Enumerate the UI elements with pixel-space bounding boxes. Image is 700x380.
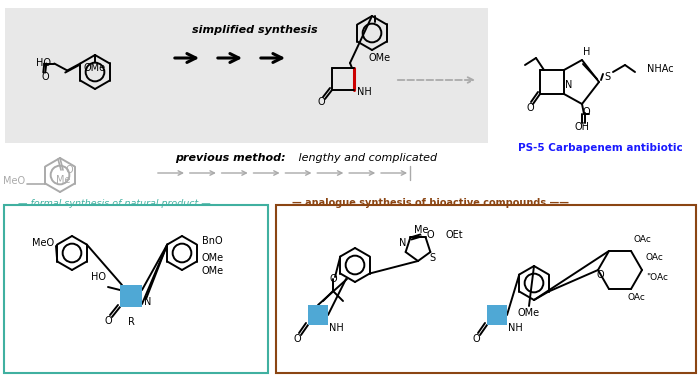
Text: S: S: [604, 72, 610, 82]
Text: OMe: OMe: [84, 63, 106, 73]
Text: Me: Me: [56, 175, 70, 185]
Text: S: S: [429, 253, 435, 263]
Text: O: O: [596, 270, 604, 280]
Text: OH: OH: [575, 122, 589, 132]
Text: O: O: [526, 103, 534, 113]
Text: MeO: MeO: [4, 176, 25, 185]
Text: — analogue synthesis of bioactive compounds ——: — analogue synthesis of bioactive compou…: [292, 198, 569, 208]
Text: O: O: [317, 97, 325, 107]
Text: lengthy and complicated: lengthy and complicated: [295, 153, 437, 163]
Polygon shape: [120, 285, 142, 307]
Text: H: H: [583, 47, 591, 57]
Text: OMe: OMe: [202, 253, 224, 263]
Text: O: O: [65, 165, 73, 175]
Polygon shape: [308, 305, 328, 325]
Text: NHAc: NHAc: [647, 64, 673, 74]
Text: O: O: [329, 274, 337, 284]
Text: OMe: OMe: [369, 53, 391, 63]
Text: O: O: [426, 231, 434, 241]
Text: BnO: BnO: [202, 236, 223, 246]
Polygon shape: [487, 305, 507, 325]
Text: "OAc: "OAc: [646, 274, 668, 282]
Text: HO: HO: [36, 59, 51, 68]
Text: simplified synthesis: simplified synthesis: [193, 25, 318, 35]
Text: previous method:: previous method:: [175, 153, 286, 163]
Text: O: O: [104, 316, 112, 326]
Text: NH: NH: [508, 323, 522, 333]
Text: OAc: OAc: [628, 293, 646, 302]
Text: OAc: OAc: [646, 253, 664, 263]
FancyBboxPatch shape: [5, 8, 488, 143]
Text: NH: NH: [356, 87, 372, 97]
FancyBboxPatch shape: [4, 205, 268, 373]
Text: N: N: [566, 80, 573, 90]
Text: O: O: [473, 334, 480, 344]
Text: Me: Me: [414, 225, 428, 235]
Text: NH: NH: [328, 323, 344, 333]
Text: OAc: OAc: [634, 236, 652, 244]
Text: HO: HO: [91, 272, 106, 282]
Text: PS-5 Carbapenem antibiotic: PS-5 Carbapenem antibiotic: [517, 143, 682, 153]
Text: — formal synthesis of natural product —: — formal synthesis of natural product —: [18, 198, 211, 207]
Text: MeO: MeO: [32, 238, 54, 248]
Text: OMe: OMe: [518, 308, 540, 318]
Text: O: O: [41, 71, 49, 81]
Text: N: N: [144, 297, 152, 307]
FancyBboxPatch shape: [276, 205, 696, 373]
Text: O: O: [582, 107, 590, 117]
Text: N: N: [399, 238, 407, 248]
Text: R: R: [127, 317, 134, 327]
Text: OMe: OMe: [202, 266, 224, 276]
Text: OEt: OEt: [445, 231, 463, 241]
Text: O: O: [293, 334, 301, 344]
